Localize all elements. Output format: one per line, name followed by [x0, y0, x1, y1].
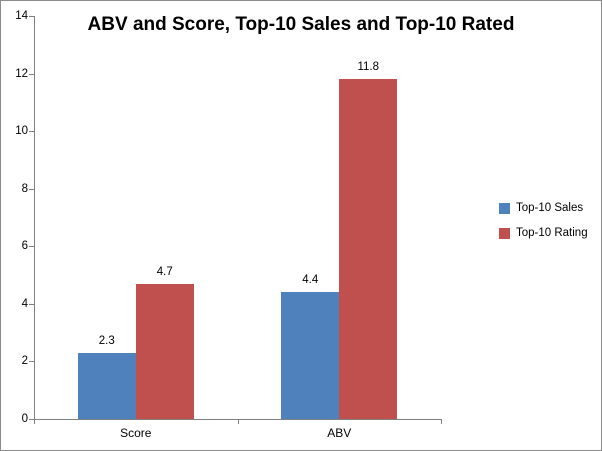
category-label-score: Score	[120, 426, 152, 440]
x-tick-mark-1	[237, 419, 239, 424]
y-tick-mark-14	[29, 16, 34, 17]
bar-top-10-sales-score	[77, 352, 136, 419]
legend-item-top-10-sales: Top-10 Sales	[499, 201, 588, 215]
bar-top-10-sales-abv	[281, 292, 340, 419]
y-tick-mark-6	[29, 246, 34, 248]
y-tick-mark-8	[29, 188, 34, 190]
y-tick-label-8: 8	[21, 182, 28, 195]
y-tick-label-12: 12	[15, 67, 28, 80]
y-tick-label-14: 14	[15, 10, 28, 22]
y-tick-label-6: 6	[21, 240, 28, 253]
data-label-top-10-rating-abv: 11.8	[357, 61, 380, 74]
y-tick-mark-4	[29, 303, 34, 305]
y-tick-label-10: 10	[15, 125, 28, 138]
chart-title: ABV and Score, Top-10 Sales and Top-10 R…	[87, 14, 515, 35]
legend-item-top-10-rating: Top-10 Rating	[499, 226, 588, 240]
y-tick-label-2: 2	[21, 355, 28, 368]
legend-label-top-10-sales: Top-10 Sales	[516, 202, 584, 214]
legend-label-top-10-rating: Top-10 Rating	[516, 227, 588, 239]
y-tick-mark-10	[29, 131, 34, 133]
y-tick-mark-0	[29, 419, 34, 420]
data-label-top-10-rating-score: 4.7	[156, 265, 173, 278]
y-tick-mark-2	[29, 361, 34, 363]
y-tick-label-4: 4	[21, 297, 28, 310]
bar-top-10-rating-abv	[339, 79, 398, 419]
legend: Top-10 Sales Top-10 Rating	[499, 201, 588, 251]
category-label-abv: ABV	[327, 426, 352, 440]
x-tick-mark-0	[34, 419, 35, 424]
y-tick-label-0: 0	[21, 413, 28, 425]
data-label-top-10-sales-score: 2.3	[98, 334, 115, 347]
y-tick-mark-12	[29, 73, 34, 75]
bar-top-10-rating-score	[135, 283, 194, 419]
x-tick-mark-2	[441, 419, 442, 424]
legend-swatch-top-10-sales-icon	[499, 202, 510, 214]
data-label-top-10-sales-abv: 4.4	[302, 274, 319, 287]
legend-swatch-top-10-rating-icon	[499, 227, 510, 239]
